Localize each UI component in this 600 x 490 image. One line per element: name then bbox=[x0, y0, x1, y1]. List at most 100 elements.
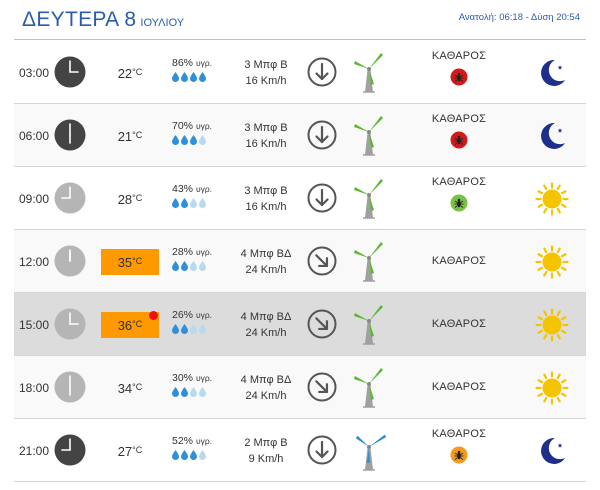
temperature-value: 36 bbox=[117, 317, 133, 333]
forecast-row[interactable]: 15:00 36 °C 26% υγρ. 4 Μπφ ΒΔ 24 Km/h ΚΑΘΑΡΟΣ bbox=[14, 293, 586, 356]
temperature: 35 °C bbox=[101, 249, 159, 275]
humidity-drop-filled-icon bbox=[172, 261, 179, 271]
humidity-value: 30% bbox=[172, 372, 194, 384]
clock-icon bbox=[54, 371, 86, 403]
forecast-row[interactable]: 06:00 21 °C 70% υγρ. 3 Μπφ Β 16 Km/h ΚΑΘΑΡΟΣ bbox=[14, 104, 586, 167]
moon-icon bbox=[541, 59, 565, 86]
clock-icon bbox=[54, 245, 86, 277]
wind-turbine-green-icon bbox=[354, 305, 383, 345]
humidity-drop-filled-icon bbox=[181, 72, 188, 82]
insect-alert-red-icon bbox=[450, 131, 468, 149]
humidity-drop-empty-icon bbox=[190, 387, 197, 397]
humidity-drop-filled-icon bbox=[172, 387, 179, 397]
humidity-text: 86% υγρ. bbox=[172, 57, 212, 69]
temperature: 28 °C bbox=[101, 186, 159, 212]
sky-condition-text: ΚΑΘΑΡΟΣ bbox=[431, 50, 487, 62]
forecast-row[interactable]: 03:00 22 °C 86% υγρ. 3 Μπφ Β 16 Km/h ΚΑΘΑΡΟΣ bbox=[14, 41, 586, 104]
forecast-time: 12:00 bbox=[19, 255, 50, 269]
wind-info: 3 Μπφ Β 16 Km/h bbox=[234, 120, 298, 152]
forecast-row[interactable]: 12:00 35 °C 28% υγρ. 4 Μπφ ΒΔ 24 Km/h ΚΑΘΑΡΟΣ bbox=[14, 230, 586, 293]
humidity-unit: υγρ. bbox=[195, 247, 213, 257]
clock-icon bbox=[54, 56, 86, 88]
forecast-row[interactable]: 09:00 28 °C 43% υγρ. 3 Μπφ Β 16 Km/h ΚΑΘΑΡΟΣ bbox=[14, 167, 586, 230]
wind-turbine-green-icon bbox=[354, 116, 383, 156]
heat-alert-dot bbox=[149, 311, 158, 320]
humidity-value: 28% bbox=[172, 246, 194, 258]
insect-alert-green-icon bbox=[450, 194, 468, 212]
month-label: ΙΟΥΛΙΟΥ bbox=[140, 17, 185, 29]
humidity: 70% υγρ. bbox=[172, 120, 212, 145]
temperature: 36 °C bbox=[101, 311, 159, 338]
wind-beaufort: 3 Μπφ Β bbox=[244, 185, 288, 197]
sky-condition: ΚΑΘΑΡΟΣ bbox=[409, 176, 509, 212]
humidity-drop-filled-icon bbox=[181, 135, 188, 145]
humidity-drop-filled-icon bbox=[172, 198, 179, 208]
clock-icon bbox=[54, 308, 86, 340]
wind-turbine-blue-icon bbox=[355, 434, 386, 471]
humidity-drop-filled-icon bbox=[181, 450, 188, 460]
forecast-time: 03:00 bbox=[19, 66, 50, 80]
humidity-text: 28% υγρ. bbox=[172, 246, 212, 258]
forecast-row[interactable]: 21:00 27 °C 52% υγρ. 2 Μπφ Β 9 Km/h ΚΑΘΑΡΟΣ bbox=[14, 419, 586, 482]
humidity-drop-empty-icon bbox=[190, 324, 197, 334]
humidity-drops bbox=[172, 261, 212, 271]
humidity-text: 70% υγρ. bbox=[172, 120, 212, 132]
humidity-drop-empty-icon bbox=[199, 387, 206, 397]
forecast-row[interactable]: 18:00 34 °C 30% υγρ. 4 Μπφ ΒΔ 24 Km/h ΚΑΘΑΡΟΣ bbox=[14, 356, 586, 419]
humidity-drop-filled-icon bbox=[190, 72, 197, 82]
humidity-value: 70% bbox=[172, 120, 194, 132]
moon-icon bbox=[541, 437, 565, 464]
sky-condition: ΚΑΘΑΡΟΣ bbox=[409, 365, 509, 393]
humidity-drop-empty-icon bbox=[199, 261, 206, 271]
temperature-unit: °C bbox=[132, 193, 143, 203]
humidity-drop-empty-icon bbox=[199, 324, 206, 334]
forecast-time: 15:00 bbox=[19, 318, 50, 332]
humidity-text: 52% υγρ. bbox=[172, 435, 212, 447]
humidity-text: 30% υγρ. bbox=[172, 372, 212, 384]
wind-arrow-down-icon bbox=[307, 120, 337, 150]
humidity-drop-filled-icon bbox=[190, 135, 197, 145]
wind-info: 4 Μπφ ΒΔ 24 Km/h bbox=[234, 246, 298, 278]
humidity-drop-filled-icon bbox=[181, 387, 188, 397]
humidity-drop-empty-icon bbox=[199, 135, 206, 145]
temperature-value: 21 bbox=[117, 128, 133, 144]
humidity-value: 26% bbox=[172, 309, 194, 321]
forecast-time: 18:00 bbox=[19, 381, 50, 395]
sun-icon bbox=[535, 308, 569, 342]
forecast-time: 09:00 bbox=[19, 192, 50, 206]
humidity: 52% υγρ. bbox=[172, 435, 212, 460]
humidity-drop-empty-icon bbox=[190, 198, 197, 208]
sky-condition-text: ΚΑΘΑΡΟΣ bbox=[431, 381, 487, 393]
humidity-drop-filled-icon bbox=[181, 261, 188, 271]
humidity-value: 43% bbox=[172, 183, 194, 195]
wind-turbine-green-icon bbox=[354, 179, 383, 219]
humidity-unit: υγρ. bbox=[195, 121, 213, 131]
sun-icon bbox=[535, 371, 569, 405]
humidity-drop-filled-icon bbox=[199, 72, 206, 82]
wind-arrow-down-right-icon bbox=[307, 246, 337, 276]
humidity-drops bbox=[172, 324, 212, 334]
humidity: 26% υγρ. bbox=[172, 309, 212, 334]
insect-alert-orange-icon bbox=[450, 446, 468, 464]
humidity-value: 52% bbox=[172, 435, 194, 447]
wind-speed: 24 Km/h bbox=[245, 327, 287, 339]
moon-icon bbox=[541, 122, 565, 149]
wind-turbine-green-icon bbox=[354, 53, 383, 93]
humidity: 43% υγρ. bbox=[172, 183, 212, 208]
humidity-drops bbox=[172, 198, 212, 208]
wind-arrow-down-icon bbox=[307, 183, 337, 213]
wind-arrow-down-right-icon bbox=[307, 309, 337, 339]
sky-condition: ΚΑΘΑΡΟΣ bbox=[409, 113, 509, 149]
humidity-unit: υγρ. bbox=[195, 58, 213, 68]
sky-condition-text: ΚΑΘΑΡΟΣ bbox=[431, 113, 487, 125]
wind-beaufort: 2 Μπφ Β bbox=[244, 437, 288, 449]
wind-turbine-green-icon bbox=[354, 242, 383, 282]
wind-arrow-down-icon bbox=[307, 57, 337, 87]
sun-icon bbox=[535, 245, 569, 279]
sky-condition: ΚΑΘΑΡΟΣ bbox=[409, 302, 509, 330]
temperature-unit: °C bbox=[132, 67, 143, 77]
sky-condition-text: ΚΑΘΑΡΟΣ bbox=[431, 318, 487, 330]
wind-arrow-down-icon bbox=[307, 435, 337, 465]
humidity-drop-filled-icon bbox=[172, 450, 179, 460]
wind-speed: 24 Km/h bbox=[245, 264, 287, 276]
